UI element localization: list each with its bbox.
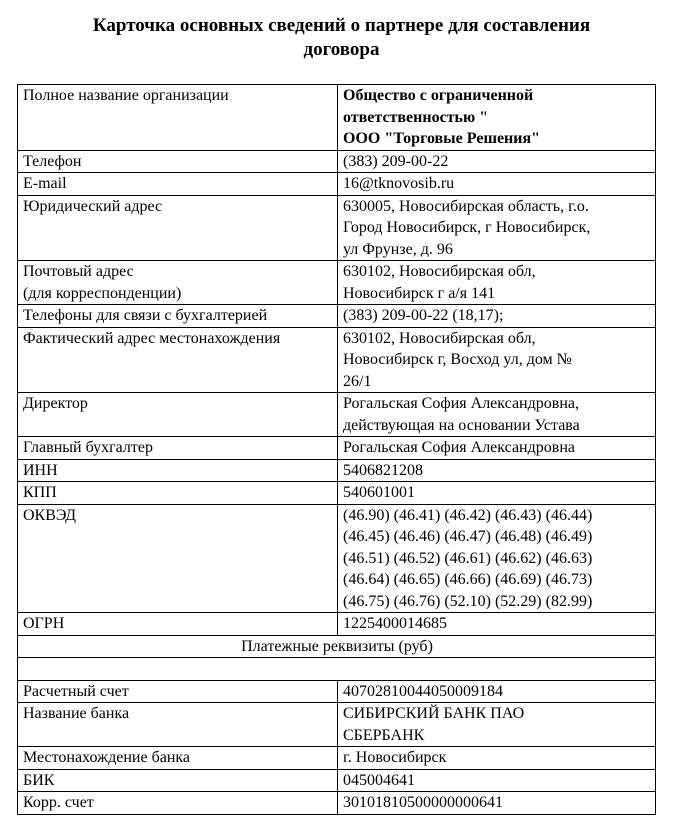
field-label: КПП xyxy=(17,481,338,505)
table-row: ОКВЭД (46.90) (46.41) (46.42) (46.43) (46… xyxy=(17,503,656,613)
field-label: E-mail xyxy=(17,172,338,196)
table-row: E-mail 16@tknovosib.ru xyxy=(17,172,656,196)
field-value: 630102, Новосибирская обл, Новосибирск г… xyxy=(337,260,656,305)
field-label: ОГРН xyxy=(17,612,338,636)
table-row: Главный бухгалтер Рогальская София Алекса… xyxy=(17,436,656,460)
field-value: г. Новосибирск xyxy=(337,746,656,770)
field-value: 045004641 xyxy=(337,768,656,792)
field-value: Общество с ограниченной ответственностью… xyxy=(337,84,656,151)
partner-info-table: Полное название организации Общество с ог… xyxy=(17,84,656,815)
field-label: Название банка xyxy=(17,702,338,747)
table-row: ИНН 5406821208 xyxy=(17,458,656,482)
field-value: 1225400014685 xyxy=(337,612,656,636)
field-value: (383) 209-00-22 xyxy=(337,149,656,173)
payment-section-header: Платежные реквизиты (руб) xyxy=(17,634,656,658)
field-label: БИК xyxy=(17,768,338,792)
field-value: (46.90) (46.41) (46.42) (46.43) (46.44) … xyxy=(337,503,656,613)
table-row: Фактический адрес местонахождения 630102,… xyxy=(17,326,656,393)
field-label: Почтовый адрес (для корреспонденции) xyxy=(17,260,338,305)
table-row: Почтовый адрес (для корреспонденции) 6301… xyxy=(17,260,656,305)
field-label: ОКВЭД xyxy=(17,503,338,613)
field-label: ИНН xyxy=(17,458,338,482)
table-row: Название банка СИБИРСКИЙ БАНК ПАО СБЕРБАН… xyxy=(17,702,656,747)
table-row: БИК 045004641 xyxy=(17,768,656,792)
table-row: Юридический адрес 630005, Новосибирская о… xyxy=(17,194,656,261)
field-value: 540601001 xyxy=(337,481,656,505)
field-label: Директор xyxy=(17,392,338,437)
field-value: 16@tknovosib.ru xyxy=(337,172,656,196)
table-row: Директор Рогальская София Александровна, … xyxy=(17,392,656,437)
field-value: 40702810044050009184 xyxy=(337,679,656,703)
table-row: Телефоны для связи с бухгалтерией (383) 2… xyxy=(17,304,656,328)
field-label: Корр. счет xyxy=(17,791,338,815)
table-row: Телефон (383) 209-00-22 xyxy=(17,149,656,173)
document-title: Карточка основных сведений о партнере дл… xyxy=(92,15,591,60)
field-value: Рогальская София Александровна, действую… xyxy=(337,392,656,437)
field-value: 630102, Новосибирская обл, Новосибирск г… xyxy=(337,326,656,393)
field-value: 630005, Новосибирская область, г.о. Горо… xyxy=(337,194,656,261)
field-label: Местонахождение банка xyxy=(17,746,338,770)
table-row: Корр. счет 30101810500000000641 xyxy=(17,791,656,815)
field-value: 30101810500000000641 xyxy=(337,791,656,815)
field-value: Рогальская София Александровна xyxy=(337,436,656,460)
table-row: КПП 540601001 xyxy=(17,481,656,505)
field-value: СИБИРСКИЙ БАНК ПАО СБЕРБАНК xyxy=(337,702,656,747)
field-label: Расчетный счет xyxy=(17,679,338,703)
table-row: Местонахождение банка г. Новосибирск xyxy=(17,746,656,770)
field-label: Юридический адрес xyxy=(17,194,338,261)
table-row: Полное название организации Общество с ог… xyxy=(17,84,656,151)
field-label: Главный бухгалтер xyxy=(17,436,338,460)
table-row: Расчетный счет 40702810044050009184 xyxy=(17,679,656,703)
table-row: ОГРН 1225400014685 xyxy=(17,612,656,636)
empty-cell xyxy=(17,657,656,681)
field-value: (383) 209-00-22 (18,17); xyxy=(337,304,656,328)
field-value: 5406821208 xyxy=(337,458,656,482)
payment-header-text: Платежные реквизиты (руб) xyxy=(17,634,656,658)
field-label: Телефон xyxy=(17,149,338,173)
field-label: Телефоны для связи с бухгалтерией xyxy=(17,304,338,328)
field-label: Полное название организации xyxy=(17,84,338,151)
field-label: Фактический адрес местонахождения xyxy=(17,326,338,393)
empty-row xyxy=(17,657,656,681)
